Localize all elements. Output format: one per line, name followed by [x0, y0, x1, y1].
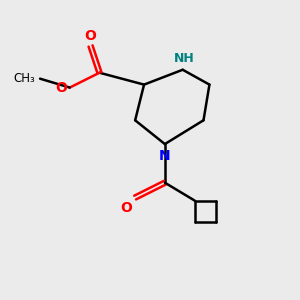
Text: CH₃: CH₃ [14, 72, 36, 85]
Text: NH: NH [174, 52, 195, 65]
Text: O: O [85, 29, 97, 43]
Text: O: O [55, 81, 67, 94]
Text: N: N [159, 148, 171, 163]
Text: O: O [120, 200, 132, 214]
